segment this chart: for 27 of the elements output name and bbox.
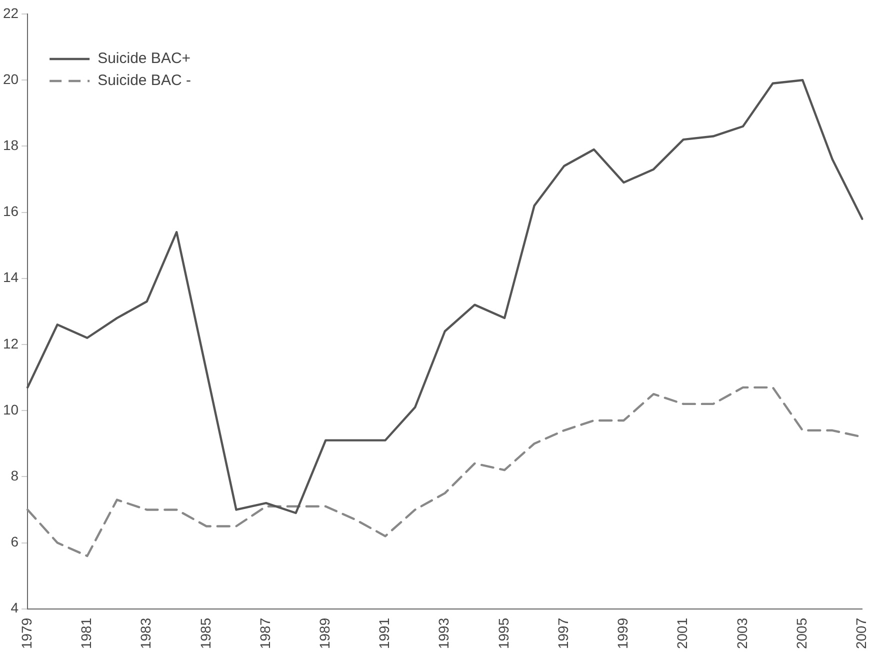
x-tick-label: 1979 [18,618,34,650]
y-tick-label: 22 [2,4,19,21]
y-tick-label: 14 [2,269,19,286]
x-tick-label: 2003 [734,618,750,650]
legend-label: Suicide BAC - [98,72,191,90]
x-tick-label: 1999 [614,618,631,650]
y-tick-label: 10 [2,401,19,418]
x-tick-label: 1981 [78,618,94,650]
y-tick-label: 8 [10,468,19,484]
x-tick-label: 1985 [197,618,214,650]
x-tick-label: 1997 [554,618,571,650]
y-tick-label: 18 [2,137,19,154]
legend-label: Suicide BAC+ [98,50,191,68]
x-tick-label: 1989 [316,618,333,650]
x-tick-label: 2005 [793,618,810,650]
y-tick-label: 12 [2,335,19,352]
x-tick-label: 1995 [495,618,512,650]
y-tick-label: 4 [10,600,19,616]
x-tick-label: 1987 [256,618,273,650]
y-tick-label: 16 [2,203,19,220]
x-tick-label: 1991 [376,618,392,650]
y-tick-label: 6 [10,534,19,550]
y-tick-label: 20 [2,70,19,87]
x-tick-label: 2001 [674,618,690,650]
x-tick-label: 1993 [436,618,452,650]
x-tick-label: 2007 [853,618,870,650]
x-tick-label: 1983 [138,618,154,650]
